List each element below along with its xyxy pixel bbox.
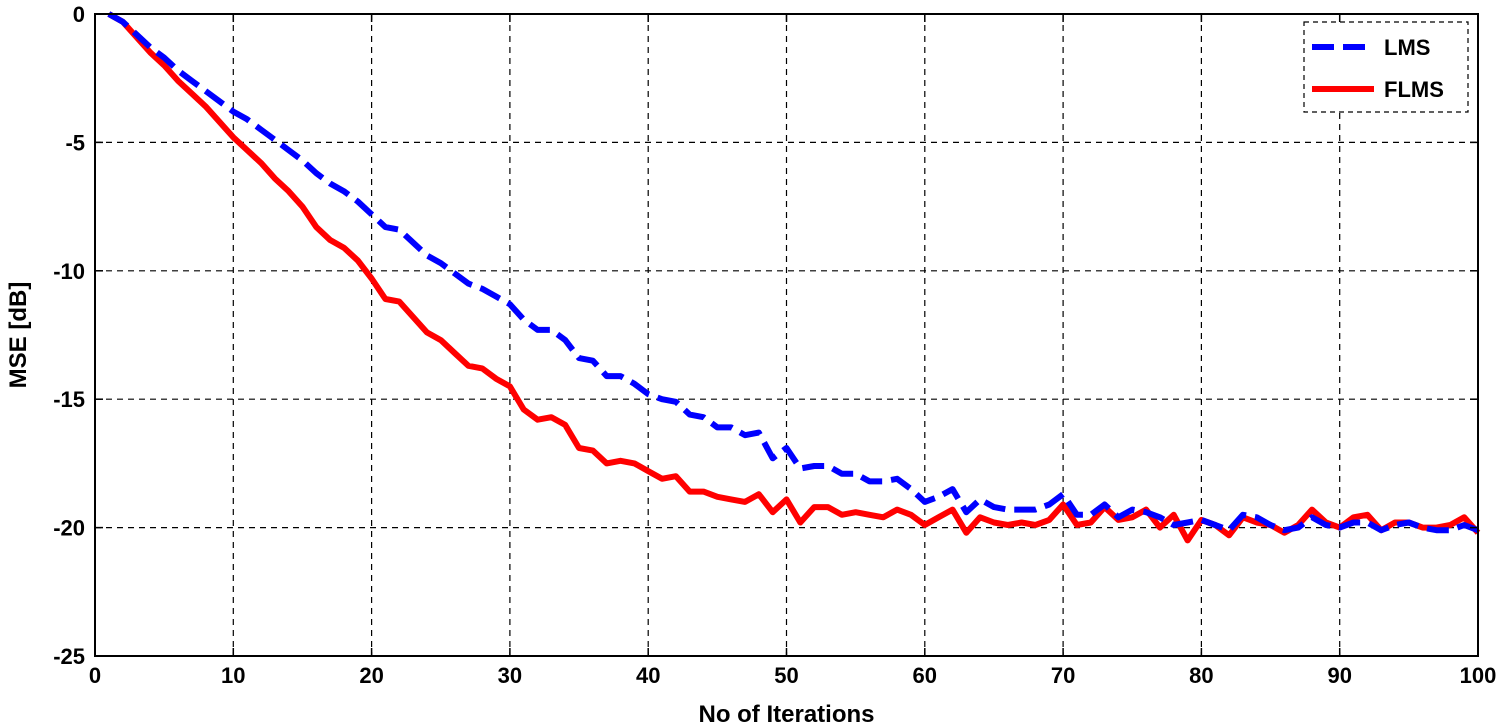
- x-tick-label: 10: [221, 663, 245, 688]
- legend: LMS FLMS: [1303, 21, 1469, 113]
- legend-label-lms: LMS: [1384, 35, 1430, 60]
- x-tick-label: 0: [89, 663, 101, 688]
- x-tick-label: 30: [498, 663, 522, 688]
- y-tick-label: -25: [53, 644, 85, 669]
- y-tick-label: 0: [73, 2, 85, 27]
- x-tick-label: 100: [1460, 663, 1497, 688]
- y-tick-label: -10: [53, 259, 85, 284]
- legend-box: [1303, 21, 1469, 113]
- grid: [95, 14, 1478, 656]
- series-group: [107, 11, 1481, 544]
- y-tick-label: -20: [53, 516, 85, 541]
- x-tick-label: 20: [359, 663, 383, 688]
- series-line-flms: [107, 11, 1481, 544]
- x-tick-label: 70: [1051, 663, 1075, 688]
- x-tick-label: 50: [774, 663, 798, 688]
- y-tick-label: -15: [53, 387, 85, 412]
- x-tick-label: 80: [1189, 663, 1213, 688]
- x-tick-label: 90: [1327, 663, 1351, 688]
- y-tick-label: -5: [65, 130, 85, 155]
- series-line-lms: [107, 11, 1480, 534]
- y-axis-label: MSE [dB]: [5, 282, 32, 389]
- x-tick-label: 60: [913, 663, 937, 688]
- legend-label-flms: FLMS: [1384, 77, 1444, 102]
- x-tick-label: 40: [636, 663, 660, 688]
- tick-marks: [94, 13, 1479, 657]
- x-axis-label: No of Iterations: [698, 701, 874, 726]
- tick-labels: 0 10 20 30 40 50 60 70 80 90 100 0 -5 -10 -15 -20 -25: [53, 2, 1496, 688]
